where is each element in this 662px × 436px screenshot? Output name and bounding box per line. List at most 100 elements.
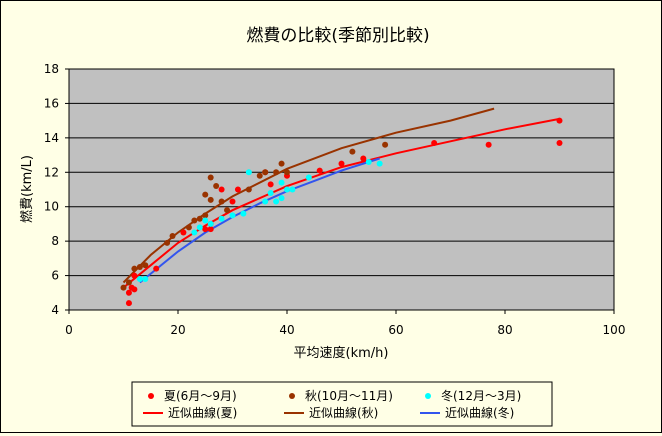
x-tick-label: 80 [497,323,512,337]
data-point [136,263,143,270]
legend-marker [425,393,431,399]
data-point [278,195,285,202]
data-point [485,141,492,148]
data-point [142,262,149,269]
legend-label: 秋(10月〜11月) [305,389,393,403]
plot-background [68,68,615,311]
x-tick-label: 20 [170,323,185,337]
x-tick-label: 60 [388,323,403,337]
data-point [360,155,367,162]
data-point [125,300,132,307]
data-point [131,286,138,293]
data-point [202,217,209,224]
data-point [273,198,280,205]
data-point [125,279,132,286]
data-point [218,198,225,205]
data-point [202,212,209,219]
data-point [202,226,209,233]
data-point [207,220,214,227]
data-point [316,167,323,174]
y-tick-label: 8 [51,234,59,248]
data-point [207,196,214,203]
data-point [136,276,143,283]
data-point [180,229,187,236]
data-point [278,179,285,186]
data-point [262,198,269,205]
data-point [240,210,247,217]
data-point [218,215,225,222]
data-point [125,289,132,296]
data-point [284,186,290,193]
data-point [191,229,198,236]
data-point [207,174,214,181]
data-point [289,186,296,193]
data-point [262,169,269,176]
data-point [349,148,356,155]
y-tick-label: 14 [44,131,59,145]
y-axis-label: 燃費(km/L) [19,155,35,223]
x-tick-label: 100 [603,323,626,337]
y-axis-ticks: 4 6 8 10 12 14 16 18 [44,62,69,317]
y-tick-label: 10 [44,200,59,214]
trend-line [139,157,380,284]
data-point [273,169,280,176]
y-tick-label: 6 [51,269,59,283]
data-point [218,186,225,193]
data-point [234,186,241,193]
x-axis-ticks: 0 20 40 60 80 100 [65,310,625,337]
data-point [284,169,290,176]
legend-label: 近似曲線(冬) [445,405,514,420]
y-tick-label: 12 [44,165,59,179]
data-point [365,158,372,165]
data-point [278,160,285,167]
trend-line [122,117,560,289]
data-point [142,276,149,283]
data-point [196,215,203,222]
data-point [556,140,563,147]
data-point [196,224,203,231]
chart-title: 燃費の比較(季節別比較) [246,26,429,46]
y-tick-label: 4 [51,303,59,317]
x-axis-label: 平均速度(km/h) [294,345,389,361]
data-point [245,186,252,193]
data-point [229,212,236,219]
data-point [267,189,274,196]
data-point [131,265,138,272]
data-point [185,224,192,231]
data-point [245,169,252,176]
data-point [431,140,438,147]
data-point [382,141,389,148]
data-point [224,207,231,214]
data-point [338,160,345,167]
y-tick-label: 16 [44,96,59,110]
data-point [202,191,209,198]
legend-marker [289,393,295,399]
plot-area [68,68,615,311]
data-point [267,181,274,188]
data-point [376,160,383,167]
legend-label: 冬(12月〜3月) [441,388,521,403]
data-point [213,183,220,190]
legend-marker [148,393,154,399]
data-point [556,117,563,124]
data-point [131,272,138,279]
data-point [256,172,263,179]
x-tick-label: 40 [279,323,294,337]
data-point [120,284,127,291]
legend-label: 近似曲線(秋) [309,405,378,420]
y-tick-label: 18 [44,62,59,76]
legend-label: 近似曲線(夏) [168,405,237,420]
data-point [169,232,176,239]
data-point [191,217,198,224]
legend: 夏(6月〜9月) 秋(10月〜11月) 冬(12月〜3月) 近似曲線(夏) 近似曲線(秋… [131,381,553,427]
legend-label: 夏(6月〜9月) [164,389,237,403]
data-point [164,239,171,246]
legend-box [131,381,553,427]
data-point [229,198,236,205]
data-point [153,265,160,272]
x-tick-label: 0 [65,323,73,337]
data-point [305,174,312,181]
data-point [207,226,214,233]
